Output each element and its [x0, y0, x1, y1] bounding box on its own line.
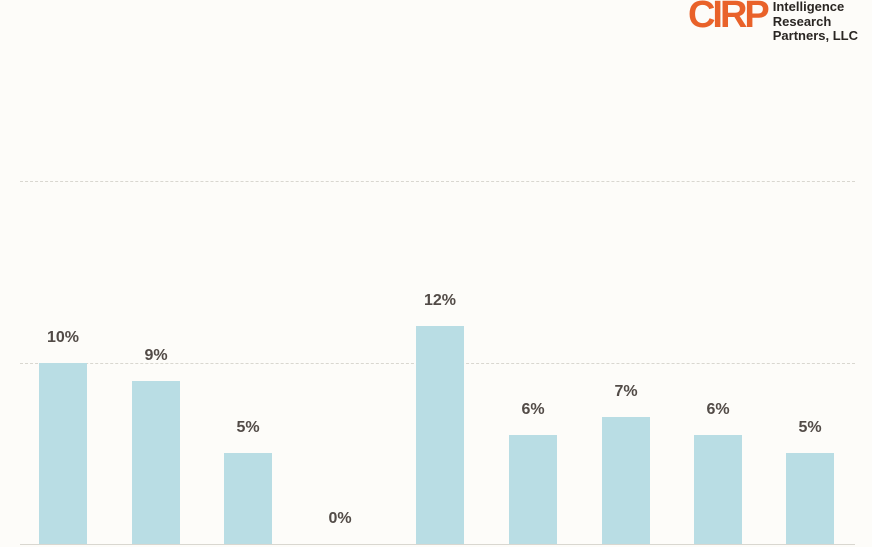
chart-bar: 5%	[786, 453, 834, 544]
chart-bar-label: 10%	[47, 329, 79, 347]
chart-bar-label: 12%	[424, 292, 456, 310]
chart-canvas: CIRP Intelligence Research Partners, LLC…	[0, 0, 872, 547]
chart-bar: 12%	[416, 326, 464, 544]
chart-bar: 6%	[694, 435, 742, 544]
chart-bar-label: 7%	[614, 383, 637, 401]
chart-bar: 9%	[132, 381, 180, 544]
chart-bar-label: 0%	[328, 510, 351, 528]
chart-bar-label: 9%	[144, 347, 167, 365]
chart-bar: 6%	[509, 435, 557, 544]
chart-bars: 10% 9% 5% 0% 12% 6% 7% 6% 5%	[0, 0, 872, 547]
chart-bar-label: 6%	[521, 401, 544, 419]
chart-bar-label: 6%	[706, 401, 729, 419]
chart-bar: 7%	[602, 417, 650, 544]
chart-bar: 10%	[39, 363, 87, 544]
chart-bar-label: 5%	[236, 419, 259, 437]
chart-bar: 5%	[224, 453, 272, 544]
chart-bar-label: 5%	[798, 419, 821, 437]
